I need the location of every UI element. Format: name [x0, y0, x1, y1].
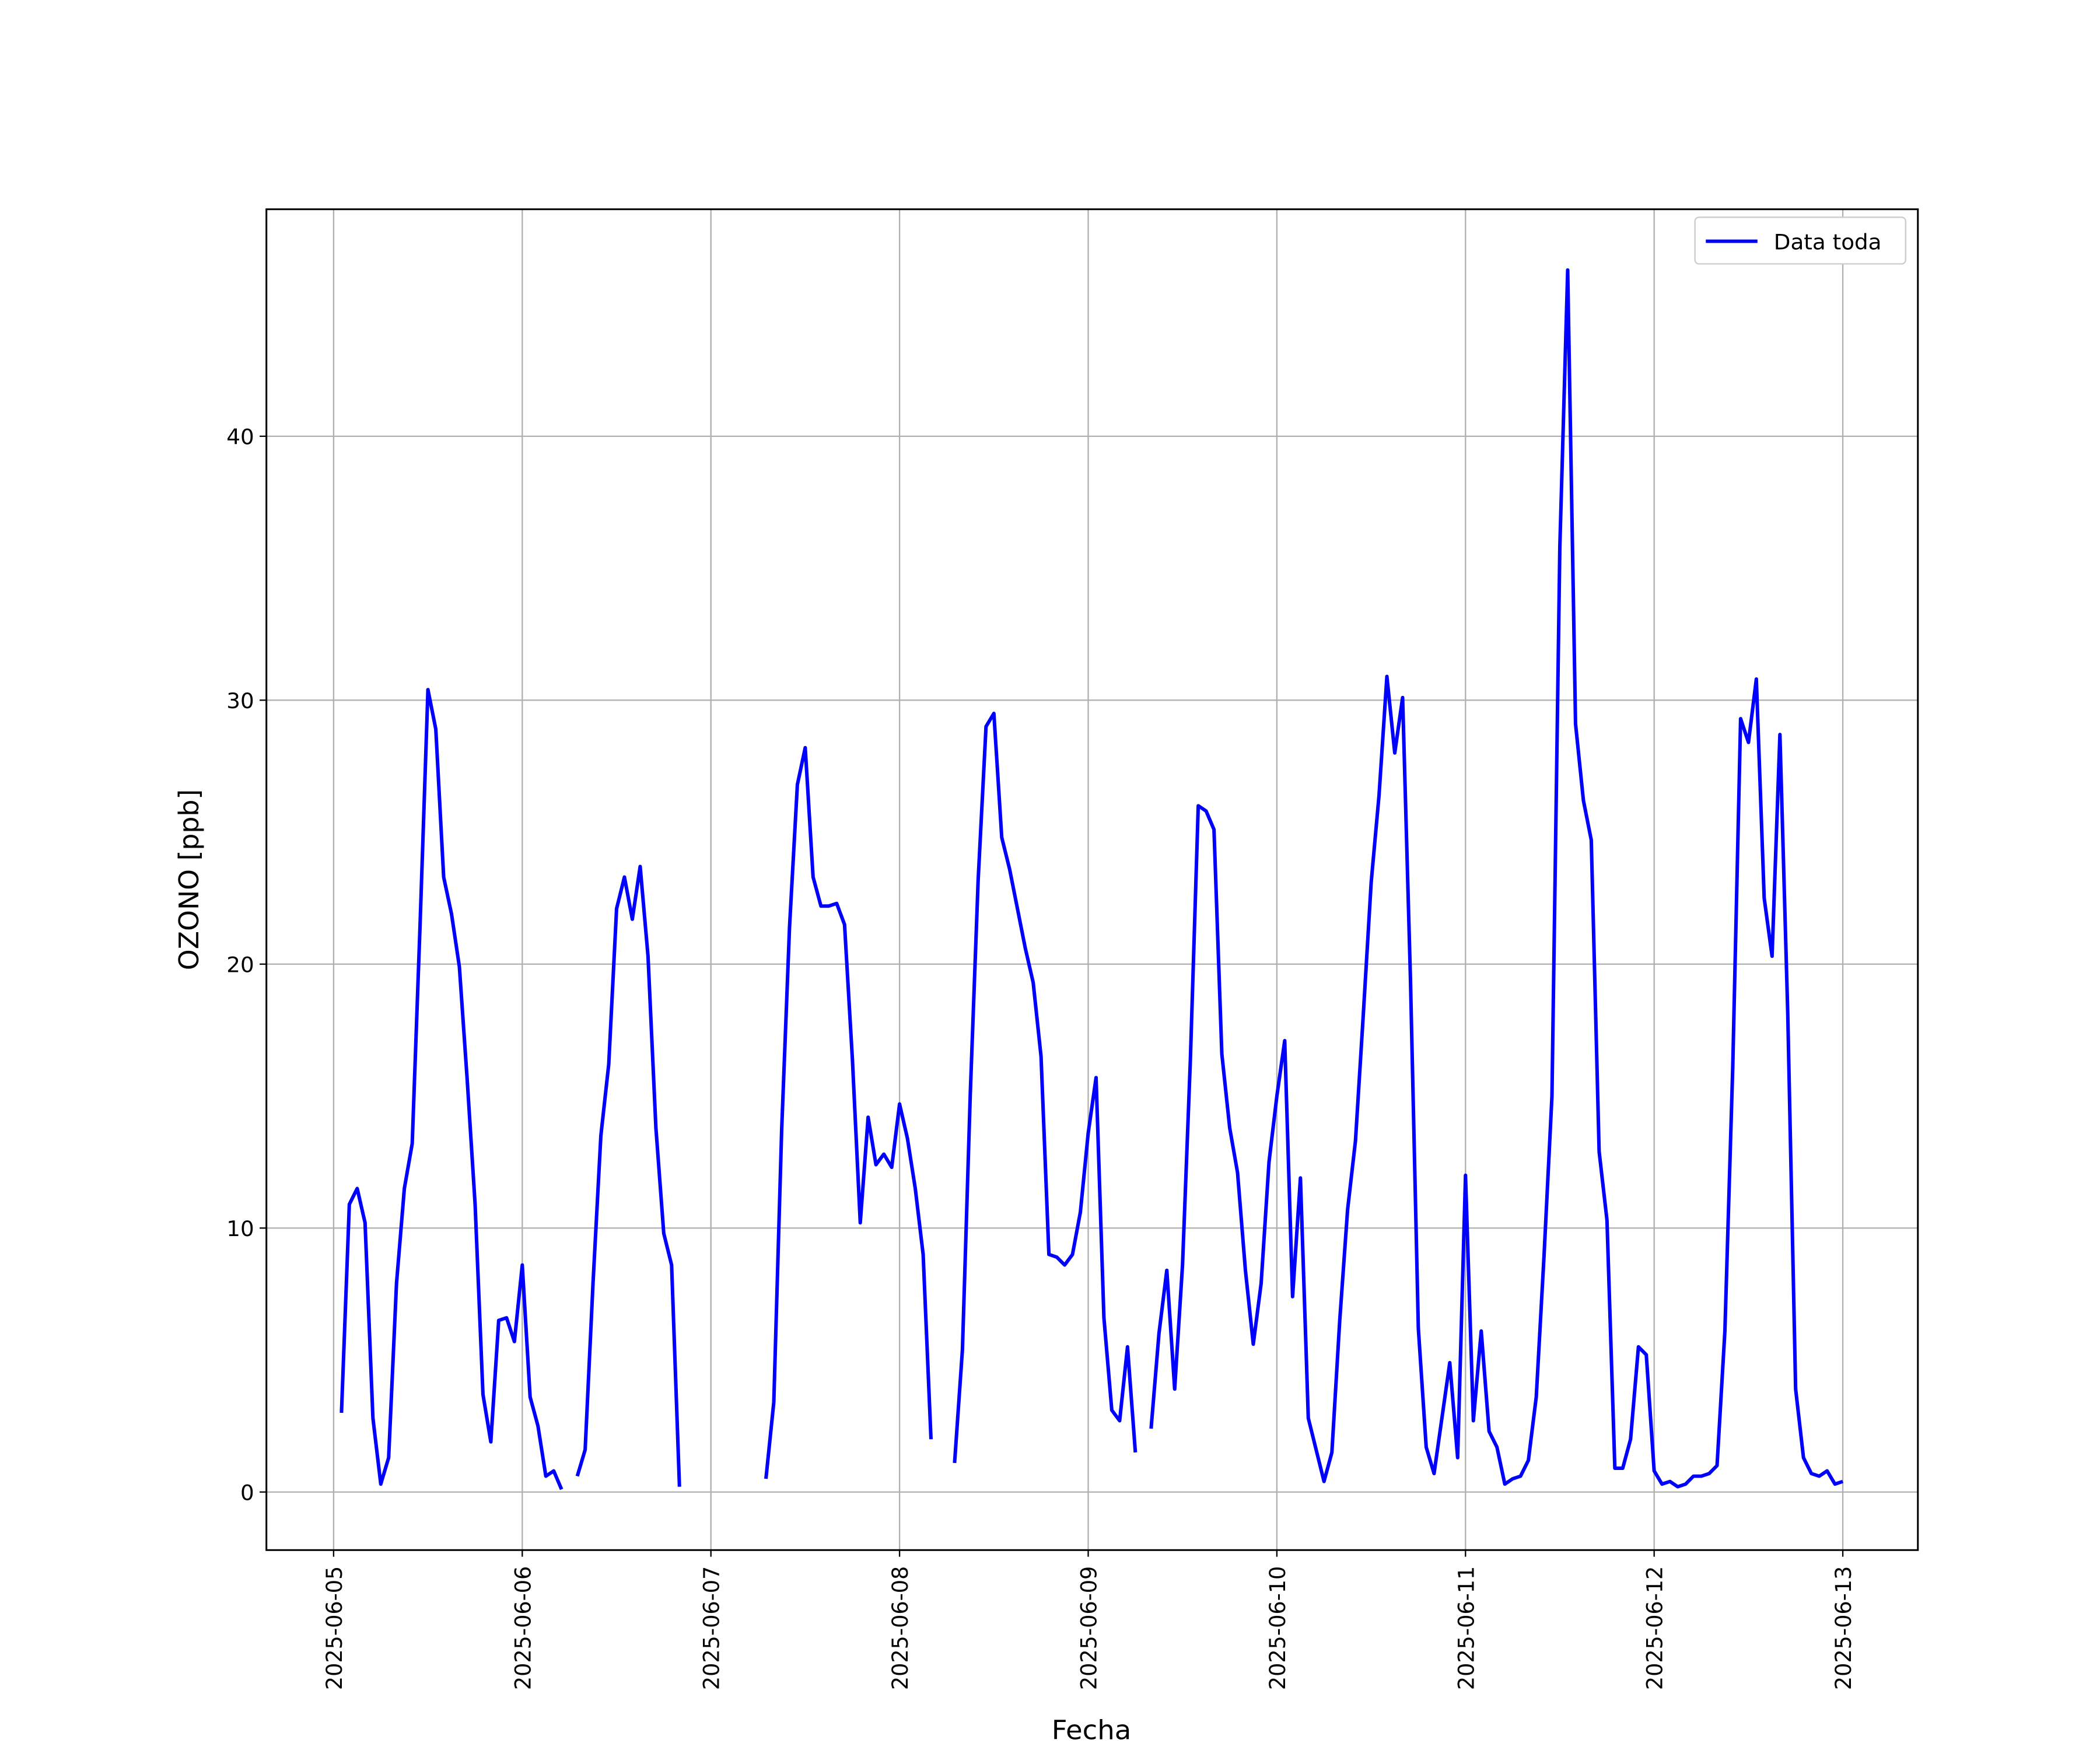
- x-axis-label: Fecha: [1052, 1714, 1132, 1745]
- x-tick-label: 2025-06-12: [1642, 1566, 1667, 1690]
- axes-frame: [265, 208, 1919, 1551]
- x-tick-label: 2025-06-06: [510, 1566, 536, 1690]
- y-tick-label: 10: [226, 1216, 254, 1241]
- data-line: [340, 268, 1844, 1490]
- y-tick-label: 30: [226, 688, 254, 713]
- legend: Data toda: [1694, 216, 1906, 265]
- x-tick-label: 2025-06-05: [322, 1566, 347, 1690]
- x-tick-label: 2025-06-07: [699, 1566, 724, 1690]
- x-tick-label: 2025-06-08: [888, 1566, 913, 1690]
- grid: [266, 209, 1918, 1550]
- y-axis-label: OZONO [ppb]: [173, 789, 205, 971]
- x-tick-label: 2025-06-10: [1265, 1566, 1290, 1690]
- ticks: 0 10 20 30 40 2025-06-05 2025-06-06 2025-06-07 2…: [226, 425, 1856, 1690]
- legend-label: Data toda: [1774, 230, 1882, 255]
- x-tick-label: 2025-06-13: [1831, 1566, 1856, 1690]
- x-tick-label: 2025-06-09: [1076, 1566, 1101, 1690]
- plot-area: [340, 268, 1844, 1490]
- legend-box: [1694, 216, 1906, 265]
- x-tick-label: 2025-06-11: [1454, 1566, 1479, 1690]
- y-tick-label: 40: [226, 425, 254, 450]
- y-tick-label: 0: [240, 1480, 254, 1506]
- y-tick-label: 20: [226, 953, 254, 978]
